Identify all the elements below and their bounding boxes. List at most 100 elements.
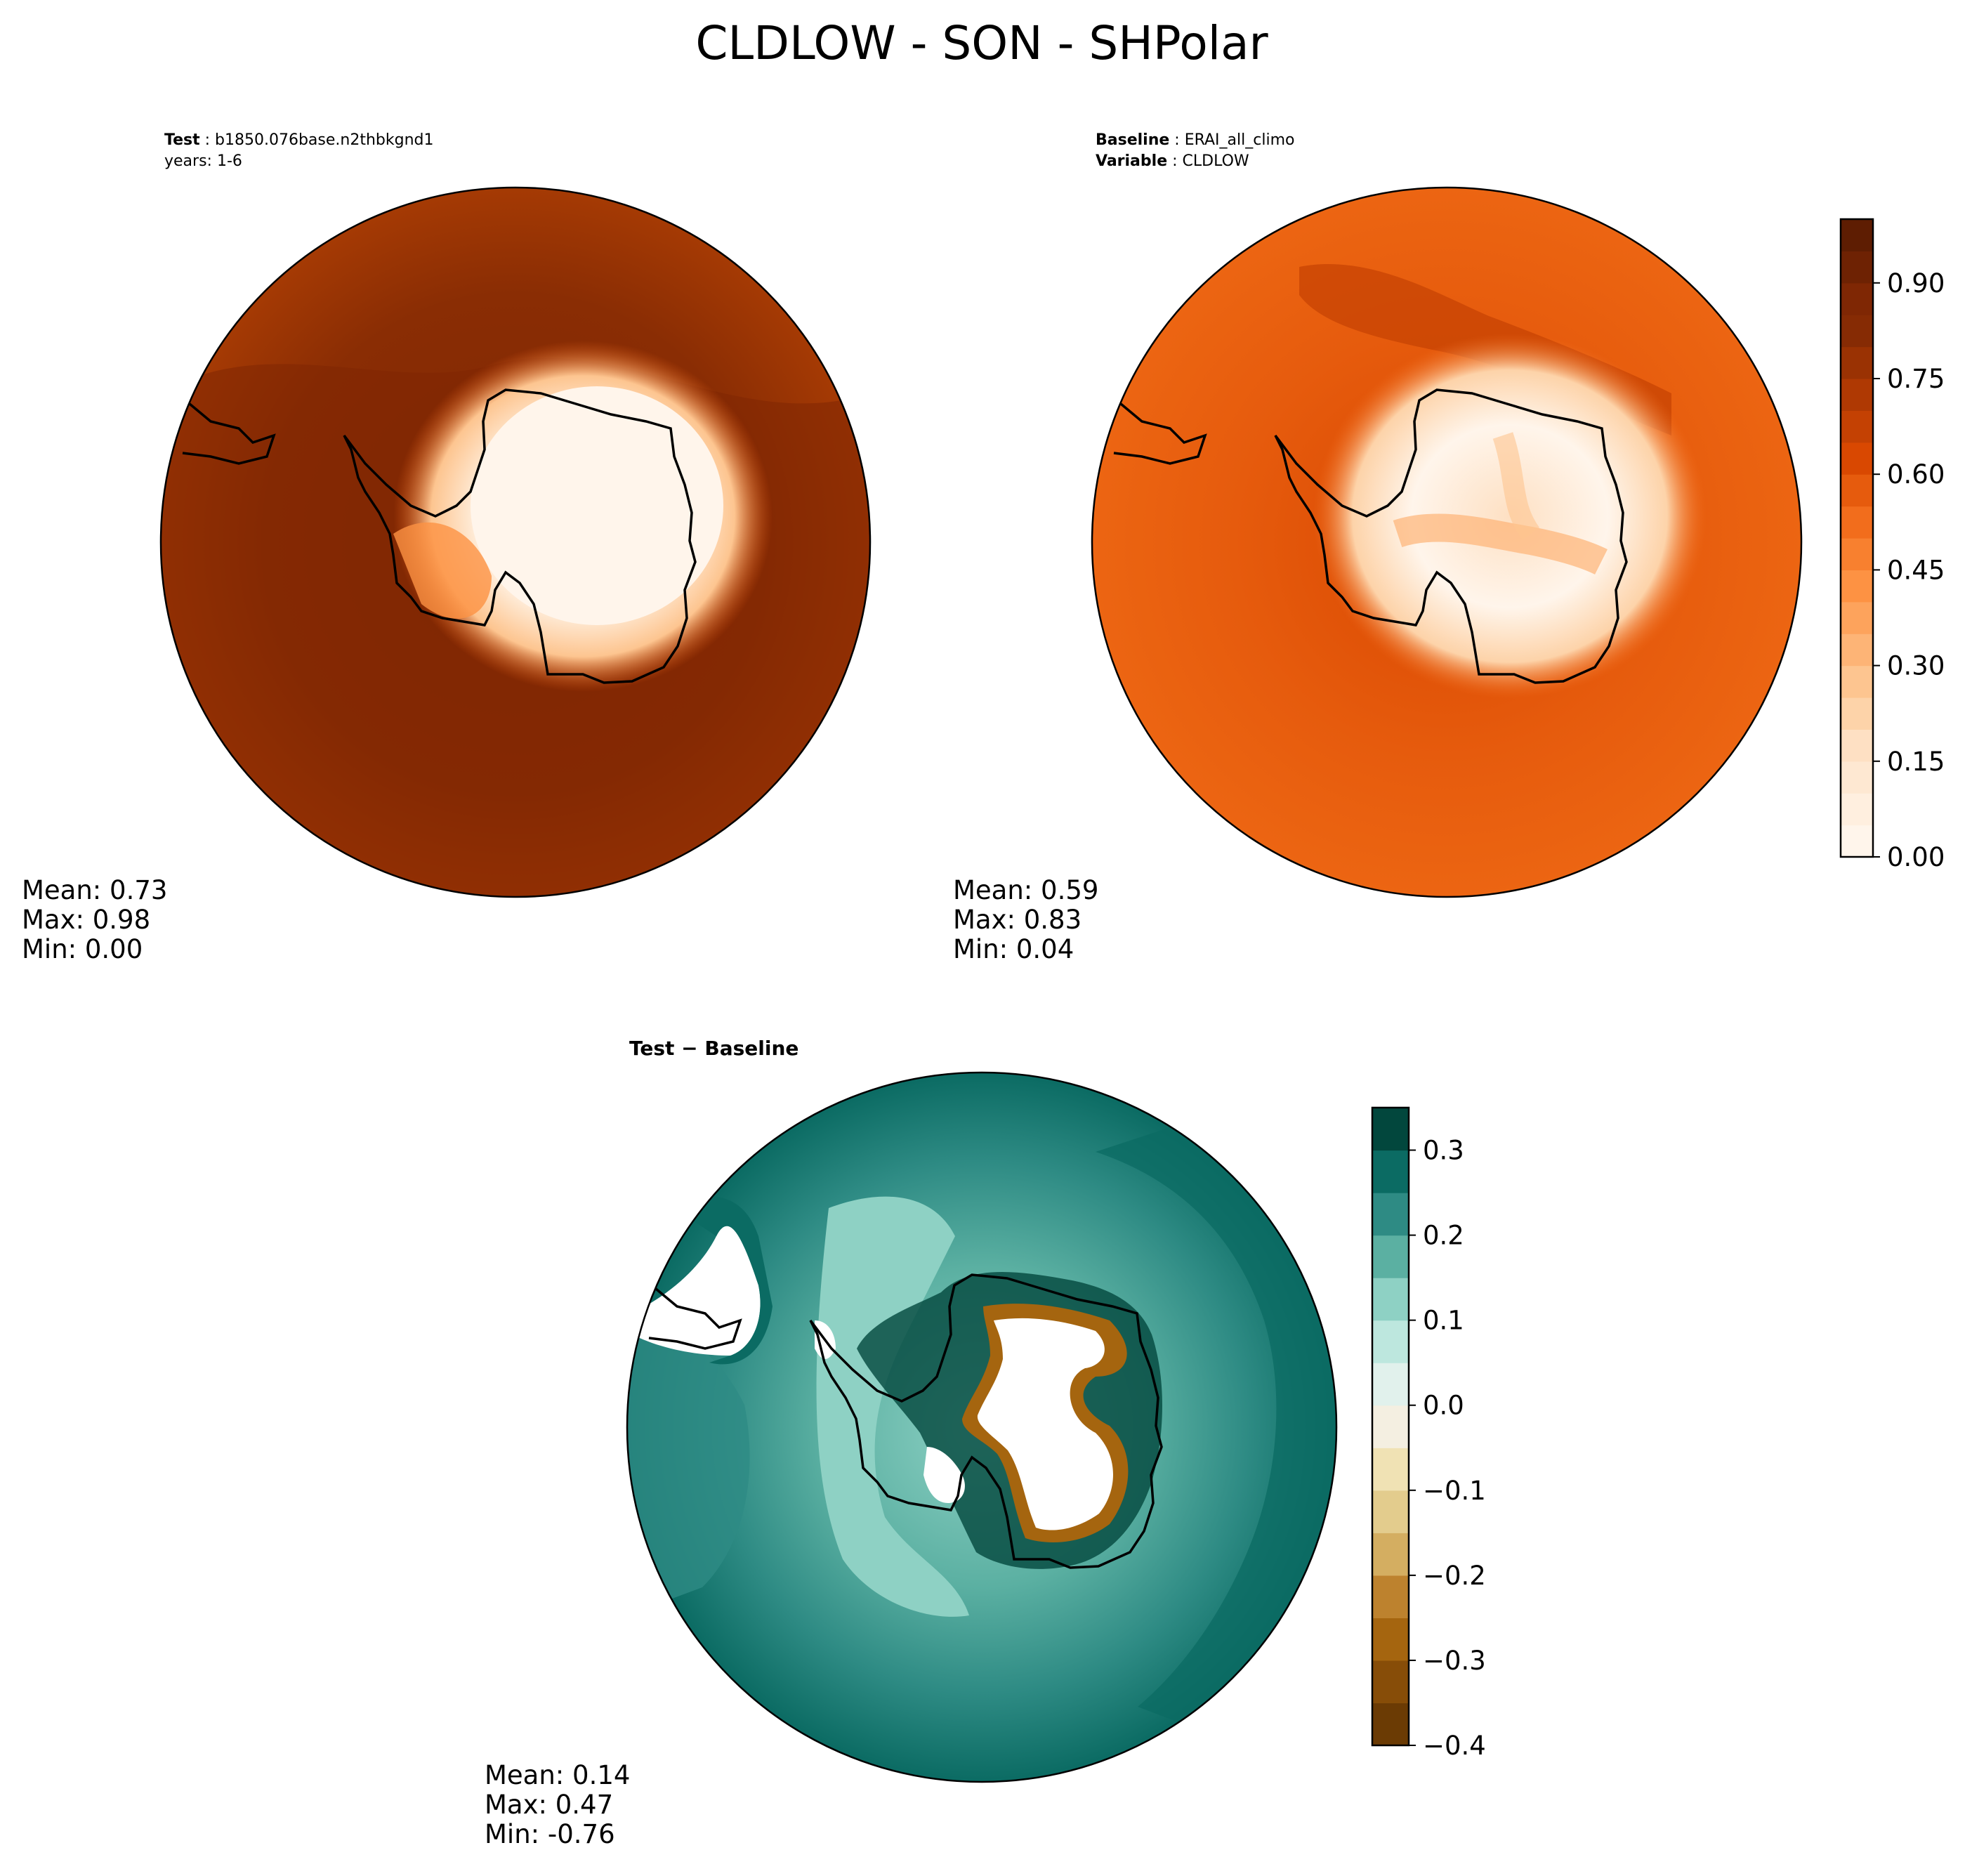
- diff-stat-mean: Mean: 0.14: [485, 1760, 630, 1790]
- diff-colorbar-level-0: [1372, 1703, 1409, 1746]
- diff-map-band-light: [816, 1196, 969, 1617]
- test-header-value: b1850.076base.n2thbkgnd1: [215, 131, 433, 149]
- diff-colorbar-level-6: [1372, 1448, 1409, 1491]
- baseline-colorbar-level-18: [1841, 251, 1873, 284]
- diff-colorbar-level-5: [1372, 1490, 1409, 1533]
- diff-colorbar-level-7: [1372, 1405, 1409, 1448]
- test-map-peninsula-field: [393, 522, 492, 619]
- diff-map-coastline: [809, 1273, 1163, 1569]
- diff-colorbar-tick-label: −0.4: [1423, 1731, 1486, 1761]
- baseline-colorbar-level-7: [1841, 601, 1873, 634]
- baseline-colorbar-level-12: [1841, 442, 1873, 475]
- baseline-colorbar-level-6: [1841, 634, 1873, 667]
- diff-colorbar-tick-label: 0.0: [1423, 1391, 1464, 1421]
- diff-colorbar-level-11: [1372, 1235, 1409, 1278]
- test-map-ice-core: [471, 386, 723, 625]
- baseline-colorbar-tick-label: 0.60: [1887, 459, 1945, 490]
- diff-map-neg-core: [977, 1318, 1113, 1530]
- diff-map-band-dark: [1096, 1073, 1336, 1782]
- baseline-colorbar-level-19: [1841, 219, 1873, 251]
- baseline-colorbar-level-17: [1841, 282, 1873, 315]
- baseline-colorbar-level-5: [1841, 665, 1873, 698]
- diff-colorbar-tick-label: 0.3: [1423, 1136, 1464, 1166]
- diff-colorbar-level-12: [1372, 1193, 1409, 1236]
- baseline-colorbar-level-3: [1841, 729, 1873, 762]
- test-header: Test : b1850.076base.n2thbkgnd1: [164, 131, 434, 149]
- diff-colorbar-level-1: [1372, 1660, 1409, 1704]
- figure-title: CLDLOW - SON - SHPolar: [695, 16, 1268, 70]
- baseline-variable-sep: :: [1167, 152, 1182, 170]
- diff-colorbar-level-3: [1372, 1575, 1409, 1618]
- diff-colorbar-level-4: [1372, 1533, 1409, 1576]
- baseline-colorbar-level-9: [1841, 538, 1873, 570]
- baseline-colorbar-tick-label: 0.00: [1887, 842, 1945, 872]
- diff-map-sa-dark: [674, 1196, 773, 1365]
- baseline-variable-value: CLDLOW: [1183, 152, 1249, 170]
- baseline-colorbar-level-8: [1841, 570, 1873, 603]
- baseline-colorbar-level-10: [1841, 506, 1873, 539]
- diff-colorbar-frame: [1371, 1106, 1410, 1747]
- diff-stat-max: Max: 0.47: [485, 1790, 613, 1820]
- baseline-map: [1092, 188, 1801, 897]
- baseline-colorbar-level-4: [1841, 697, 1873, 730]
- baseline-stat-mean: Mean: 0.59: [953, 875, 1098, 905]
- baseline-colorbar-level-11: [1841, 474, 1873, 507]
- baseline-colorbar-tick-label: 0.15: [1887, 747, 1945, 777]
- diff-colorbar-level-14: [1372, 1108, 1409, 1151]
- test-map: [161, 188, 870, 897]
- test-stat-mean: Mean: 0.73: [22, 875, 167, 905]
- test-map-coastline: [343, 388, 697, 684]
- diff-map-band-west: [627, 1330, 750, 1615]
- diff-colorbar-tick-label: −0.1: [1423, 1476, 1486, 1506]
- diff-colorbar-level-10: [1372, 1278, 1409, 1321]
- baseline-map-outline: [1091, 186, 1803, 898]
- diff-colorbar-tick-label: 0.1: [1423, 1306, 1464, 1336]
- diff-header: Test − Baseline: [629, 1037, 798, 1060]
- baseline-colorbar-level-16: [1841, 315, 1873, 348]
- baseline-header-sep: :: [1169, 131, 1184, 149]
- baseline-header: Baseline : ERAI_all_climo: [1096, 131, 1294, 149]
- baseline-variable-key: Variable: [1096, 152, 1167, 170]
- diff-map-coastline-south-america: [648, 1287, 742, 1350]
- baseline-stat-max: Max: 0.83: [953, 905, 1082, 935]
- baseline-map-coastline-south-america: [1113, 402, 1207, 465]
- diff-colorbar-level-9: [1372, 1320, 1409, 1363]
- diff-panel: Test − Baseline Mean: 0.14 Max: 0.47 Min…: [485, 1037, 1486, 1849]
- test-panel: Test : b1850.076base.n2thbkgnd1 years: 1…: [22, 131, 872, 964]
- baseline-map-coastline: [1274, 388, 1628, 684]
- baseline-header-key: Baseline: [1096, 131, 1169, 149]
- baseline-colorbar-tick-label: 0.45: [1887, 555, 1945, 585]
- baseline-colorbar-tick-label: 0.90: [1887, 268, 1945, 299]
- diff-colorbar-level-8: [1372, 1363, 1409, 1406]
- diff-map: [627, 1073, 1336, 1782]
- test-map-coastline-south-america: [182, 402, 276, 465]
- diff-map-outline: [626, 1071, 1338, 1783]
- diff-colorbar-tick-label: −0.3: [1423, 1646, 1486, 1676]
- baseline-colorbar-tick-label: 0.75: [1887, 364, 1945, 394]
- test-header-key: Test: [164, 131, 200, 149]
- test-map-outline: [159, 186, 872, 898]
- baseline-colorbar-level-0: [1841, 825, 1873, 858]
- test-stat-min: Min: 0.00: [22, 934, 143, 964]
- diff-colorbar-tick-label: 0.2: [1423, 1221, 1464, 1251]
- baseline-panel: Baseline : ERAI_all_climo Variable : CLD…: [953, 131, 1945, 964]
- test-stat-max: Max: 0.98: [22, 905, 150, 935]
- baseline-colorbar-level-2: [1841, 761, 1873, 794]
- diff-colorbar: −0.4 −0.3 −0.2 −0.1 0.0 0.1 0.2 0.3: [1371, 1106, 1486, 1761]
- baseline-variable: Variable : CLDLOW: [1096, 152, 1249, 170]
- baseline-colorbar-frame: [1839, 218, 1874, 858]
- baseline-map-ice-streak2: [1492, 432, 1540, 540]
- baseline-header-value: ERAI_all_climo: [1185, 131, 1295, 149]
- diff-colorbar-tick-label: −0.2: [1423, 1561, 1486, 1591]
- baseline-colorbar-level-13: [1841, 410, 1873, 443]
- baseline-colorbar: 0.00 0.15 0.30 0.45 0.60 0.75 0.90: [1839, 218, 1945, 872]
- baseline-colorbar-level-14: [1841, 379, 1873, 411]
- diff-colorbar-level-2: [1372, 1618, 1409, 1661]
- baseline-colorbar-level-15: [1841, 346, 1873, 379]
- diff-map-peninsula-white: [923, 1447, 965, 1503]
- baseline-colorbar-level-1: [1841, 793, 1873, 826]
- baseline-colorbar-tick-label: 0.30: [1887, 651, 1945, 681]
- test-years: years: 1-6: [164, 152, 242, 170]
- baseline-stat-min: Min: 0.04: [953, 934, 1074, 964]
